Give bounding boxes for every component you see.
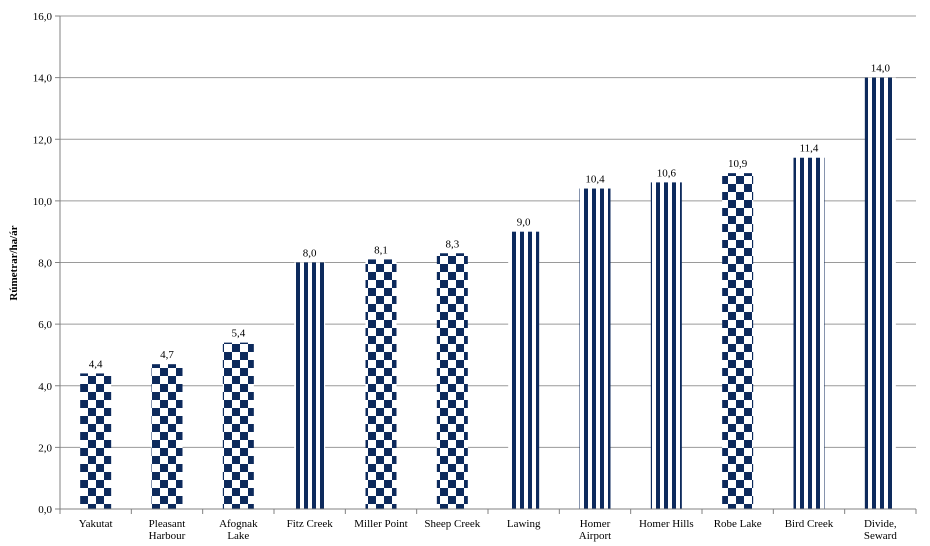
data-label: 8,1 [374,244,388,256]
bar [436,253,468,509]
y-tick-label: 8,0 [38,258,52,270]
bar [294,262,326,509]
y-tick-label: 4,0 [38,381,52,393]
bar [365,259,397,509]
data-label: 10,6 [657,167,677,179]
grid-lines [60,15,916,448]
x-tick-label: Fitz Creek [287,518,334,530]
y-tick-label: 2,0 [38,442,52,454]
bar [793,157,825,510]
bar [722,173,754,510]
x-tick-label: Pleasant Harbour [149,518,186,542]
x-tick-label: Yakutat [79,518,113,530]
x-tick-label: Divide, Seward [864,518,897,542]
x-tick-label: Homer Airport [579,518,611,542]
bar [864,77,896,509]
data-label: 4,7 [160,349,174,361]
y-axis-title: Rúmetrar/ha/ár [8,225,20,300]
x-tick-label: Afognak Lake [219,518,258,542]
bars [80,77,896,510]
x-tick-label: Homer Hills [639,518,694,530]
data-label: 10,4 [585,174,605,186]
y-tick-label: 12,0 [33,134,53,146]
data-label: 11,4 [800,143,819,155]
x-tick-label: Miller Point [354,518,407,530]
y-tick-label: 6,0 [38,319,52,331]
y-tick-label: 10,0 [33,196,53,208]
data-label: 14,0 [871,63,891,75]
bar [80,373,112,509]
data-label: 5,4 [231,328,245,340]
bar [508,231,540,509]
bar [151,364,183,509]
bar [650,182,682,509]
data-label: 4,4 [89,358,103,370]
y-tick-label: 0,0 [38,504,52,516]
labels: 0,0 2,0 4,0 6,0 8,0 10,0 12,0 14,0 16,0 4,4 Yakuta… [33,11,898,542]
x-tick-label: Bird Creek [785,518,834,530]
x-tick-label: Sheep Creek [424,518,480,530]
data-label: 10,9 [728,158,748,170]
bar [579,188,611,510]
data-label: 8,3 [445,238,459,250]
axes [55,15,917,514]
data-label: 9,0 [517,217,531,229]
y-tick-label: 14,0 [33,73,53,85]
x-tick-label: Robe Lake [714,518,762,530]
data-label: 8,0 [303,248,317,260]
y-tick-label: 16,0 [33,11,53,23]
x-tick-label: Lawing [507,518,541,530]
bar [222,342,254,509]
